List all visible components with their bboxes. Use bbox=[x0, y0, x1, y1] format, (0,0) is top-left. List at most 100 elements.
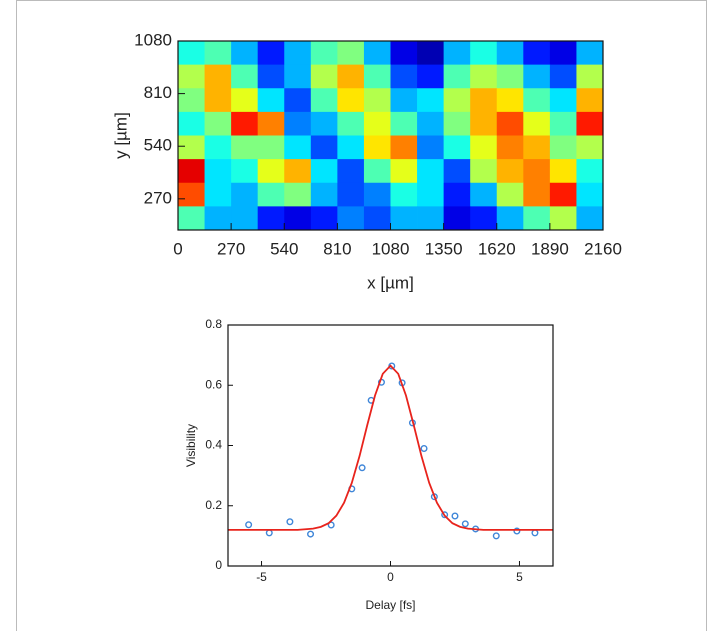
data-point bbox=[492, 532, 500, 540]
data-point bbox=[513, 527, 521, 535]
heat-cell bbox=[576, 206, 604, 231]
x-tick-label: 1620 bbox=[478, 239, 516, 258]
heat-cell bbox=[284, 64, 312, 89]
heat-cell bbox=[496, 206, 524, 231]
heat-cell bbox=[390, 111, 418, 136]
heat-cell bbox=[284, 135, 312, 160]
x-tick-label: 540 bbox=[270, 239, 298, 258]
heat-cell bbox=[204, 64, 232, 89]
x-tick-label: 0 bbox=[173, 239, 182, 258]
heat-cell bbox=[284, 88, 312, 113]
heat-cell bbox=[523, 41, 551, 66]
data-point bbox=[327, 521, 335, 529]
heat-cell bbox=[417, 135, 445, 160]
heat-cell bbox=[178, 135, 205, 160]
heat-cell bbox=[178, 41, 205, 66]
x-tick-label: 2160 bbox=[584, 239, 622, 258]
heat-cell bbox=[417, 88, 445, 113]
y-tick-label: 0.2 bbox=[205, 498, 222, 512]
heat-cell bbox=[390, 41, 418, 66]
heat-cell bbox=[549, 41, 577, 66]
heat-cell bbox=[231, 111, 259, 136]
heat-cell bbox=[496, 182, 524, 207]
heat-cell bbox=[310, 135, 338, 160]
heat-cell bbox=[523, 88, 551, 113]
heat-cell bbox=[523, 206, 551, 231]
heat-cell bbox=[576, 88, 604, 113]
heat-cell bbox=[443, 135, 471, 160]
x-tick-label: 1350 bbox=[425, 239, 463, 258]
heat-cell bbox=[178, 111, 205, 136]
heat-cell bbox=[337, 88, 365, 113]
heat-cell bbox=[523, 64, 551, 89]
heat-cell bbox=[257, 159, 285, 184]
y-tick-label: 0 bbox=[215, 558, 222, 572]
heat-cell bbox=[363, 64, 391, 89]
heat-cell bbox=[443, 206, 471, 231]
heat-cell bbox=[257, 111, 285, 136]
x-tick-label: 270 bbox=[217, 239, 245, 258]
heat-cell bbox=[257, 41, 285, 66]
heat-cell bbox=[576, 41, 604, 66]
heat-cell bbox=[310, 88, 338, 113]
heat-cell bbox=[443, 182, 471, 207]
heat-cell bbox=[257, 64, 285, 89]
heat-cell bbox=[549, 159, 577, 184]
y-tick-label: 270 bbox=[144, 188, 172, 207]
heat-cell bbox=[284, 182, 312, 207]
data-point bbox=[531, 529, 539, 537]
heat-cell bbox=[178, 182, 205, 207]
heat-cell bbox=[231, 135, 259, 160]
heat-cell bbox=[178, 206, 205, 231]
heat-cell bbox=[576, 64, 604, 89]
heat-cell bbox=[363, 135, 391, 160]
heat-cell bbox=[417, 111, 445, 136]
heat-cell bbox=[204, 206, 232, 231]
heat-cell bbox=[337, 159, 365, 184]
heat-cell bbox=[363, 111, 391, 136]
x-tick-label: 1080 bbox=[372, 239, 410, 258]
heat-cell bbox=[496, 88, 524, 113]
heat-cell bbox=[310, 206, 338, 231]
heat-cell bbox=[417, 206, 445, 231]
heat-cell bbox=[204, 182, 232, 207]
heat-cell bbox=[470, 159, 498, 184]
heat-cell bbox=[363, 88, 391, 113]
heat-cell bbox=[204, 135, 232, 160]
heat-cell bbox=[231, 41, 259, 66]
heat-cell bbox=[470, 88, 498, 113]
data-point bbox=[451, 512, 459, 520]
heat-cell bbox=[310, 111, 338, 136]
heat-cell bbox=[390, 64, 418, 89]
y-axis-label: Visibility bbox=[184, 424, 198, 467]
heat-cell bbox=[284, 41, 312, 66]
heat-cell bbox=[257, 135, 285, 160]
heat-cell bbox=[390, 182, 418, 207]
heat-cell bbox=[337, 182, 365, 207]
heat-cell bbox=[337, 206, 365, 231]
heat-cell bbox=[178, 159, 205, 184]
heat-cell bbox=[178, 64, 205, 89]
heat-cell bbox=[523, 159, 551, 184]
heat-cell bbox=[310, 182, 338, 207]
data-point bbox=[286, 518, 294, 526]
heat-cell bbox=[231, 64, 259, 89]
heat-cell bbox=[231, 159, 259, 184]
heat-cell bbox=[310, 41, 338, 66]
heat-cell bbox=[204, 41, 232, 66]
heat-cell bbox=[470, 135, 498, 160]
heat-cell bbox=[417, 182, 445, 207]
y-tick-label: 0.4 bbox=[205, 438, 222, 452]
heat-cell bbox=[549, 64, 577, 89]
heat-cell bbox=[231, 88, 259, 113]
heat-cell bbox=[284, 111, 312, 136]
heat-cell bbox=[549, 135, 577, 160]
y-tick-label: 0.6 bbox=[205, 377, 222, 391]
heat-cell bbox=[390, 88, 418, 113]
x-tick-label: 1890 bbox=[531, 239, 569, 258]
y-tick-label: 0.8 bbox=[205, 317, 222, 331]
heat-cell bbox=[576, 182, 604, 207]
heat-cell bbox=[523, 135, 551, 160]
data-point bbox=[461, 520, 469, 528]
heat-cell bbox=[284, 206, 312, 231]
